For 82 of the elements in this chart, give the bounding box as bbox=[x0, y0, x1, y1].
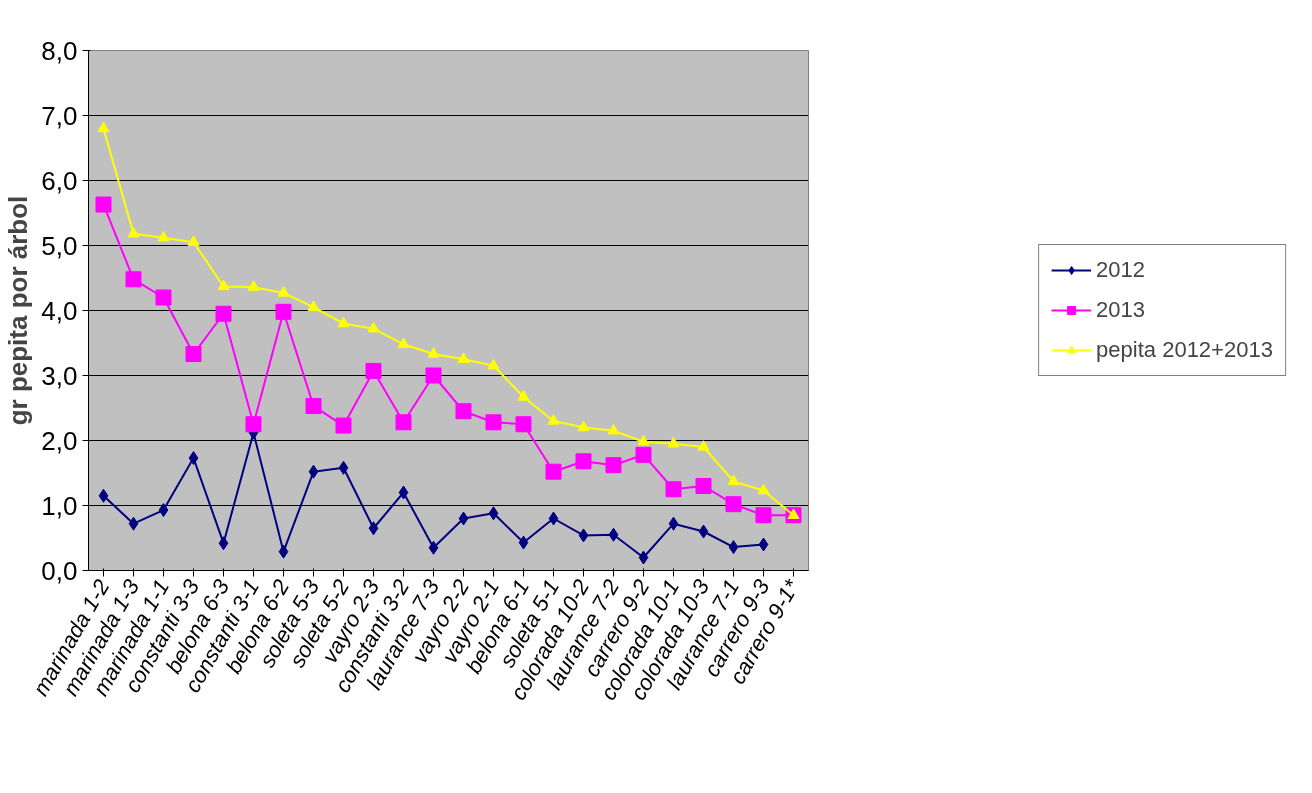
point bbox=[275, 303, 292, 320]
legend-label: pepita 2012+2013 bbox=[1096, 337, 1273, 363]
y-tick-label: 4,0 bbox=[41, 295, 78, 326]
point bbox=[158, 503, 169, 518]
point bbox=[308, 464, 319, 479]
point bbox=[517, 390, 530, 401]
point bbox=[427, 347, 440, 358]
point bbox=[455, 403, 472, 420]
point bbox=[125, 271, 142, 288]
point bbox=[787, 508, 800, 519]
point bbox=[368, 521, 379, 536]
point bbox=[637, 434, 650, 446]
point bbox=[305, 398, 322, 415]
y-tick-label: 2,0 bbox=[41, 425, 78, 456]
point bbox=[487, 358, 500, 370]
point bbox=[247, 280, 260, 291]
point bbox=[607, 423, 620, 435]
point bbox=[605, 457, 622, 474]
point bbox=[577, 420, 590, 432]
point bbox=[218, 536, 229, 551]
point bbox=[278, 544, 289, 559]
point bbox=[397, 337, 410, 348]
y-tick-label: 8,0 bbox=[41, 35, 78, 66]
y-tick-label: 0,0 bbox=[41, 555, 78, 586]
point bbox=[335, 417, 352, 434]
point bbox=[428, 540, 439, 555]
point bbox=[665, 481, 682, 498]
point bbox=[518, 535, 529, 550]
point bbox=[485, 414, 502, 431]
point bbox=[245, 416, 262, 433]
legend-label: 2012 bbox=[1096, 257, 1146, 283]
point bbox=[547, 414, 560, 425]
point bbox=[337, 316, 350, 328]
point bbox=[365, 362, 382, 379]
y-tick-label: 6,0 bbox=[41, 165, 78, 196]
point bbox=[578, 528, 589, 543]
point bbox=[548, 511, 559, 526]
point bbox=[367, 321, 380, 333]
point bbox=[215, 305, 232, 322]
point bbox=[697, 440, 710, 451]
point bbox=[127, 226, 140, 238]
point bbox=[187, 235, 200, 246]
point bbox=[725, 496, 742, 513]
legend-label: 2013 bbox=[1096, 297, 1146, 323]
point bbox=[425, 367, 442, 384]
point bbox=[727, 474, 740, 486]
point bbox=[638, 550, 649, 565]
y-tick-label: 5,0 bbox=[41, 230, 78, 261]
point bbox=[398, 485, 409, 500]
point bbox=[728, 540, 739, 555]
point bbox=[667, 436, 680, 448]
point bbox=[395, 414, 412, 431]
point bbox=[488, 506, 499, 521]
point bbox=[757, 483, 770, 495]
point bbox=[98, 488, 109, 503]
point bbox=[608, 527, 619, 542]
point bbox=[515, 416, 532, 433]
point bbox=[185, 346, 202, 363]
point bbox=[545, 463, 562, 480]
y-tick-label: 1,0 bbox=[41, 490, 78, 521]
point bbox=[755, 507, 772, 524]
point bbox=[338, 460, 349, 475]
point bbox=[97, 121, 110, 133]
point bbox=[155, 289, 172, 306]
y-axis-title: gr pepita por árbol bbox=[3, 195, 34, 426]
point bbox=[635, 446, 652, 463]
point bbox=[695, 478, 712, 494]
y-tick-label: 3,0 bbox=[41, 360, 78, 391]
point bbox=[157, 230, 170, 242]
point bbox=[128, 516, 139, 531]
y-tick-label: 7,0 bbox=[41, 100, 78, 131]
point bbox=[457, 352, 470, 363]
point bbox=[458, 511, 469, 526]
point bbox=[95, 196, 112, 213]
point bbox=[575, 453, 592, 470]
point bbox=[188, 451, 199, 466]
point bbox=[668, 516, 679, 531]
point bbox=[277, 286, 290, 297]
point bbox=[217, 279, 230, 291]
point bbox=[698, 524, 709, 539]
point bbox=[307, 300, 320, 311]
point bbox=[758, 537, 769, 552]
